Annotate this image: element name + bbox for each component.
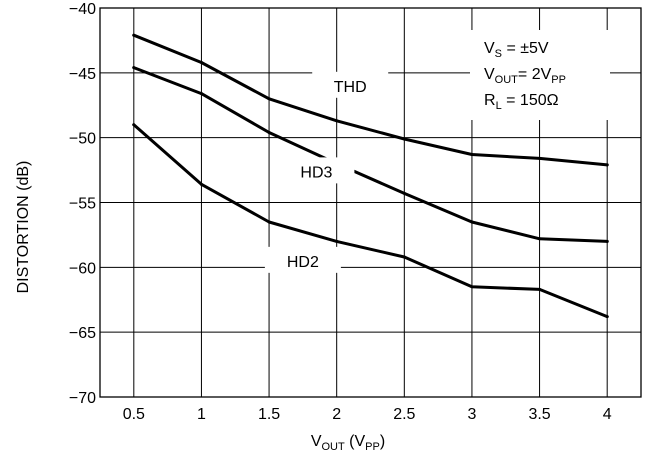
- series-label-backdrop: [278, 157, 355, 184]
- series-label-hd3: HD3: [300, 164, 332, 181]
- data-point-hd3: [199, 92, 203, 96]
- x-tick-label: 0.5: [123, 406, 145, 423]
- y-tick-label: −40: [69, 1, 96, 18]
- series-layer: [132, 33, 609, 319]
- condition-supply: VS = ±5V: [484, 40, 549, 60]
- data-point-hd3: [267, 130, 271, 134]
- data-point-hd2: [470, 285, 474, 289]
- series-line-hd2: [132, 123, 609, 319]
- data-point-thd: [402, 137, 406, 141]
- data-point-thd: [199, 60, 203, 64]
- condition-vout: VOUT= 2VPP: [484, 66, 566, 86]
- x-axis-label-sub: OUT: [321, 441, 345, 453]
- series-line-hd3: [132, 66, 609, 243]
- series-line-thd: [132, 33, 609, 167]
- x-tick-label: 3: [467, 406, 476, 423]
- series-label-backdrop: [312, 71, 389, 98]
- y-tick-label: −50: [69, 131, 96, 148]
- condition-load: RL = 150Ω: [484, 92, 559, 112]
- data-point-hd2: [538, 287, 542, 291]
- data-point-hd2: [402, 255, 406, 259]
- y-tick-label: −55: [69, 196, 96, 213]
- y-tick-label: −70: [69, 390, 96, 407]
- data-point-hd2: [199, 182, 203, 186]
- series-label-hd2: HD2: [287, 254, 319, 271]
- data-point-hd3: [470, 220, 474, 224]
- data-point-hd2: [605, 315, 609, 319]
- data-point-hd2: [335, 239, 339, 243]
- tick-labels: 0.5 1 1.5 2 2.5 3 3.5 4 −40 −45 −50 −55 −60 −65 −70: [69, 1, 612, 423]
- series-label-backdrop: [264, 246, 341, 273]
- x-axis-label-main: V: [311, 433, 322, 450]
- x-axis-label: VOUT (VPP): [311, 433, 385, 453]
- series-labels: THD HD3 HD2: [264, 71, 389, 273]
- x-tick-label: 2.5: [393, 406, 415, 423]
- x-tick-label: 4: [603, 406, 612, 423]
- x-axis-label-paren-close: ): [380, 433, 385, 450]
- x-tick-label: 1.5: [258, 406, 280, 423]
- conditions-box: VS = ±5V VOUT= 2VPP RL = 150Ω: [484, 40, 566, 112]
- data-point-hd2: [132, 123, 136, 127]
- x-tick-label: 3.5: [528, 406, 550, 423]
- data-point-thd: [335, 119, 339, 123]
- data-point-hd3: [402, 191, 406, 195]
- y-tick-label: −65: [69, 325, 96, 342]
- data-point-thd: [470, 153, 474, 157]
- data-point-thd: [267, 97, 271, 101]
- data-point-thd: [132, 33, 136, 37]
- plot-area-border: [99, 7, 642, 398]
- y-axis-label: DISTORTION (dB): [15, 161, 32, 294]
- x-tick-label: 2: [332, 406, 341, 423]
- y-tick-label: −60: [69, 260, 96, 277]
- data-point-hd2: [267, 220, 271, 224]
- series-label-thd: THD: [334, 79, 367, 96]
- data-point-hd3: [605, 239, 609, 243]
- y-tick-label: −45: [69, 66, 96, 83]
- data-point-thd: [538, 156, 542, 160]
- x-tick-label: 1: [197, 406, 206, 423]
- data-point-hd3: [132, 66, 136, 70]
- x-axis-label-paren-open: (V: [345, 433, 366, 450]
- x-axis-label-paren-sub: PP: [365, 441, 380, 453]
- data-point-thd: [605, 163, 609, 167]
- data-point-hd3: [538, 237, 542, 241]
- conditions-backdrop: [470, 30, 610, 120]
